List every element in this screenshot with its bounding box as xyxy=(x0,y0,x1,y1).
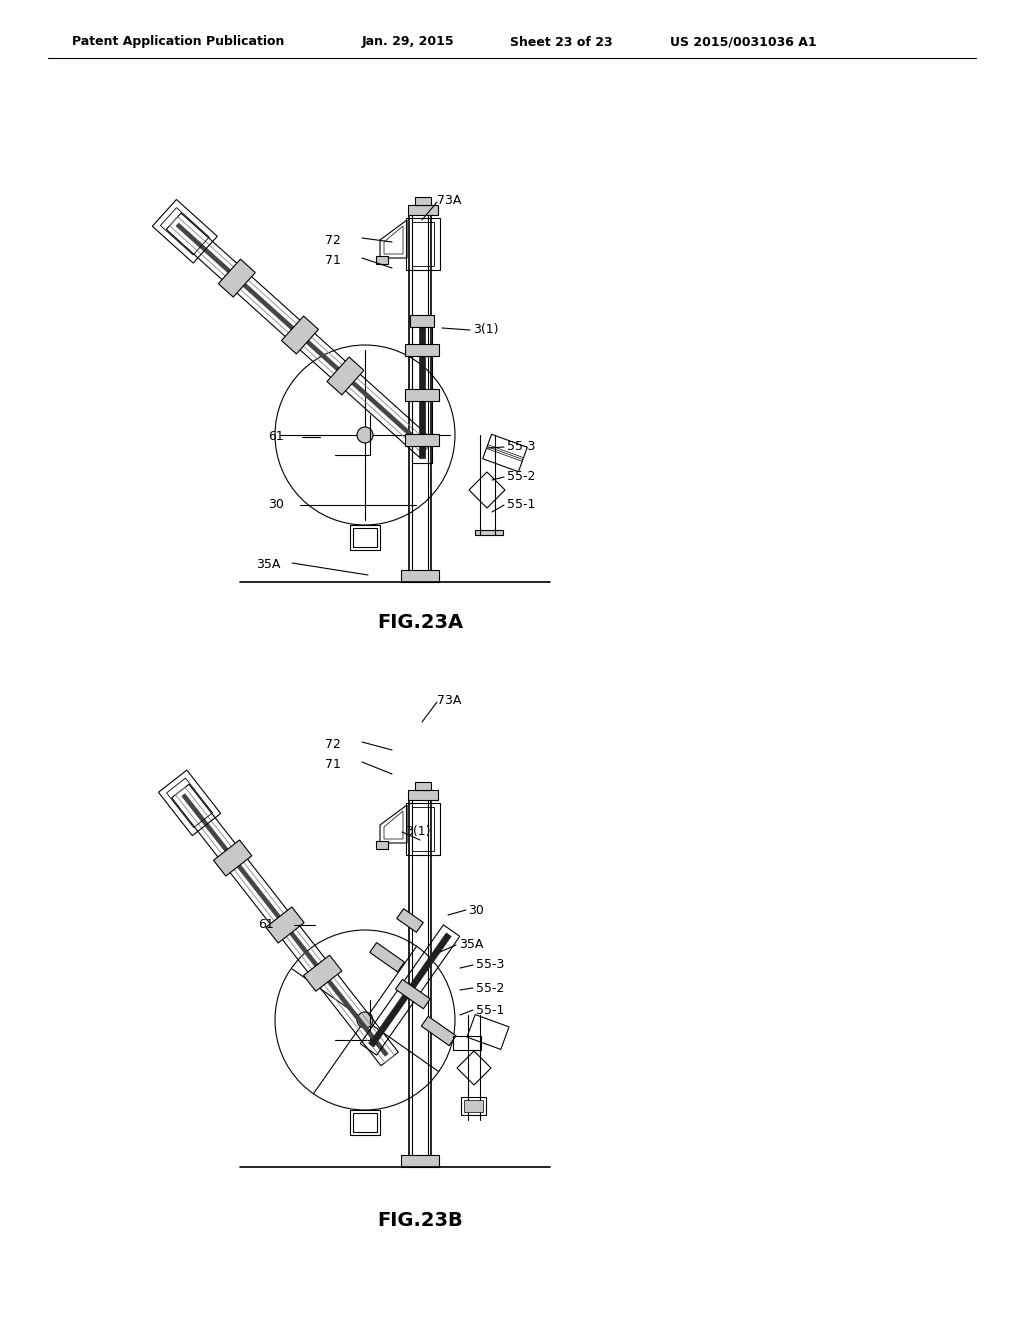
Text: 73A: 73A xyxy=(437,693,462,706)
Polygon shape xyxy=(303,956,342,991)
Polygon shape xyxy=(327,356,364,395)
Bar xyxy=(376,256,388,264)
Bar xyxy=(350,525,380,550)
Polygon shape xyxy=(406,389,439,401)
Polygon shape xyxy=(421,1016,456,1045)
Polygon shape xyxy=(406,434,439,446)
Text: 72: 72 xyxy=(325,738,341,751)
Text: US 2015/0031036 A1: US 2015/0031036 A1 xyxy=(670,36,816,49)
Bar xyxy=(401,570,439,582)
Text: 3(1): 3(1) xyxy=(406,825,430,838)
Bar xyxy=(475,531,503,535)
Bar xyxy=(401,1155,439,1167)
Bar xyxy=(406,218,440,271)
Text: 55-2: 55-2 xyxy=(507,470,536,483)
Text: 71: 71 xyxy=(325,758,341,771)
Text: 72: 72 xyxy=(325,234,341,247)
Text: 55-2: 55-2 xyxy=(476,982,505,994)
Bar xyxy=(412,222,434,267)
Bar xyxy=(353,528,377,546)
Polygon shape xyxy=(214,840,252,876)
Bar xyxy=(464,1100,483,1111)
Text: Jan. 29, 2015: Jan. 29, 2015 xyxy=(362,36,455,49)
Text: 35A: 35A xyxy=(459,939,483,952)
Bar xyxy=(408,205,438,215)
Text: 71: 71 xyxy=(325,253,341,267)
Polygon shape xyxy=(182,793,388,1056)
Text: FIG.23B: FIG.23B xyxy=(377,1210,463,1229)
Bar xyxy=(415,197,431,205)
Polygon shape xyxy=(410,314,434,326)
Bar xyxy=(408,789,438,800)
Bar xyxy=(376,841,388,849)
Bar xyxy=(415,781,431,789)
Text: 55-1: 55-1 xyxy=(507,499,536,511)
Text: 30: 30 xyxy=(268,499,284,511)
Polygon shape xyxy=(395,979,430,1008)
Bar xyxy=(353,1113,377,1133)
Bar xyxy=(406,803,440,855)
Text: 55-3: 55-3 xyxy=(507,441,536,454)
Text: 61: 61 xyxy=(258,919,273,932)
Polygon shape xyxy=(176,223,424,447)
Text: 35A: 35A xyxy=(256,558,281,572)
Polygon shape xyxy=(419,322,425,458)
Text: 61: 61 xyxy=(268,430,284,444)
Text: FIG.23A: FIG.23A xyxy=(377,612,463,631)
Text: 3(1): 3(1) xyxy=(473,323,499,337)
Bar xyxy=(350,1110,380,1135)
Polygon shape xyxy=(406,345,439,356)
Bar xyxy=(453,1036,481,1049)
Polygon shape xyxy=(218,259,255,297)
Text: 73A: 73A xyxy=(437,194,462,206)
Circle shape xyxy=(357,1012,373,1028)
Polygon shape xyxy=(282,315,318,354)
Polygon shape xyxy=(266,907,304,942)
Circle shape xyxy=(357,426,373,444)
Text: 55-1: 55-1 xyxy=(476,1003,505,1016)
Bar xyxy=(461,1097,486,1115)
Bar xyxy=(412,807,434,851)
Text: 55-3: 55-3 xyxy=(476,958,505,972)
Text: 30: 30 xyxy=(468,903,484,916)
Polygon shape xyxy=(370,942,404,972)
Text: Sheet 23 of 23: Sheet 23 of 23 xyxy=(510,36,612,49)
Text: Patent Application Publication: Patent Application Publication xyxy=(72,36,285,49)
Polygon shape xyxy=(396,908,423,932)
Polygon shape xyxy=(369,933,452,1047)
